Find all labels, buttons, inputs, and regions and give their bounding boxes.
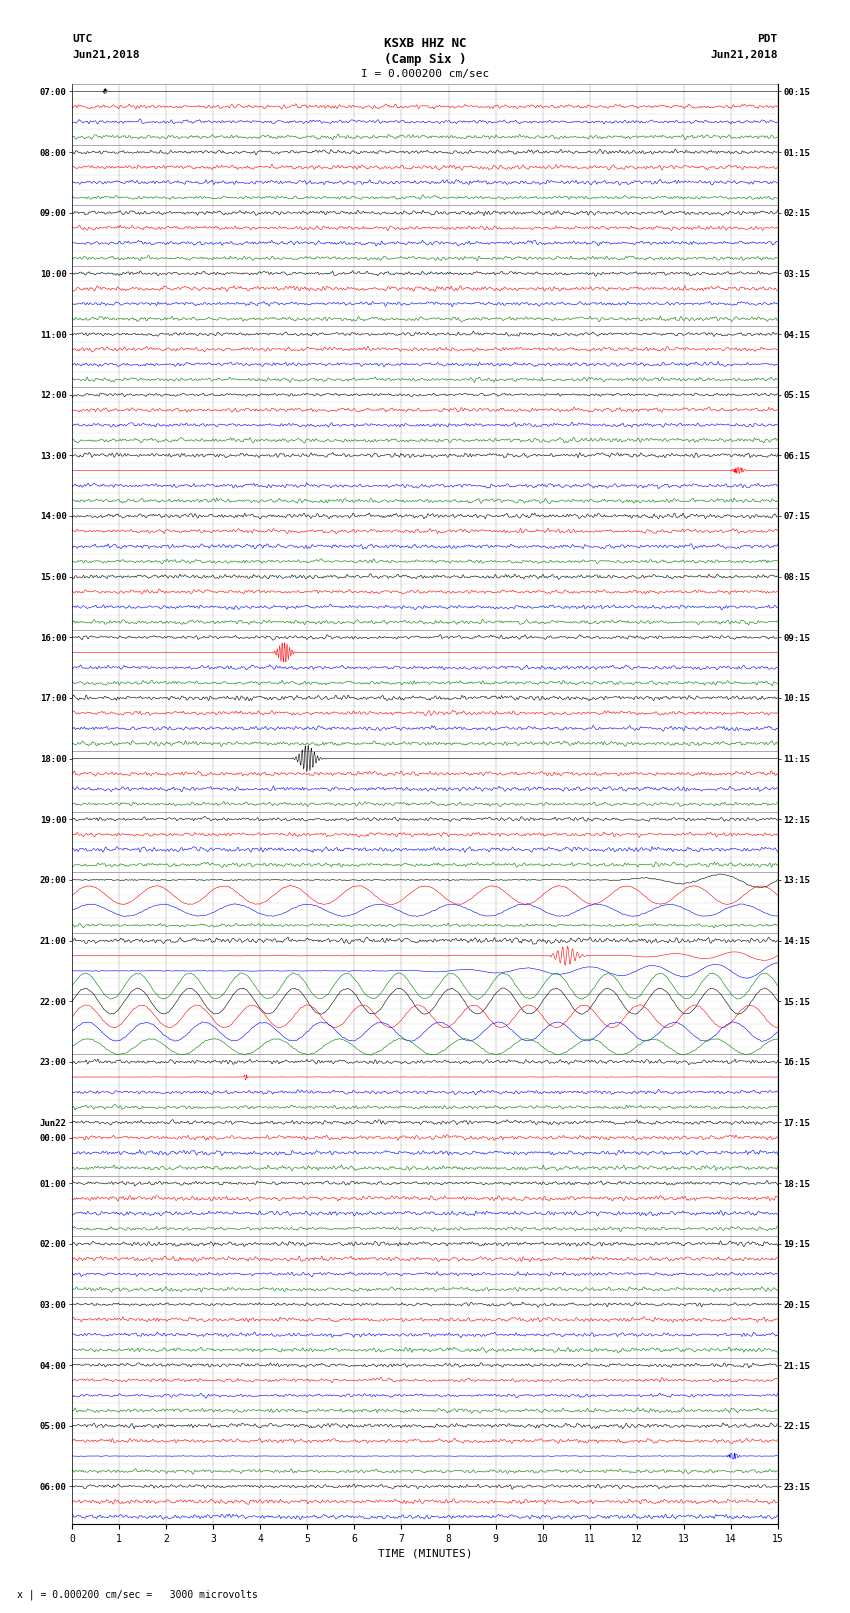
- Text: PDT: PDT: [757, 34, 778, 44]
- Text: KSXB HHZ NC: KSXB HHZ NC: [383, 37, 467, 50]
- Text: UTC: UTC: [72, 34, 93, 44]
- Text: I = 0.000200 cm/sec: I = 0.000200 cm/sec: [361, 69, 489, 79]
- Text: Jun21,2018: Jun21,2018: [711, 50, 778, 60]
- Text: Jun21,2018: Jun21,2018: [72, 50, 139, 60]
- Text: x | = 0.000200 cm/sec =   3000 microvolts: x | = 0.000200 cm/sec = 3000 microvolts: [17, 1589, 258, 1600]
- Text: (Camp Six ): (Camp Six ): [383, 53, 467, 66]
- X-axis label: TIME (MINUTES): TIME (MINUTES): [377, 1548, 473, 1558]
